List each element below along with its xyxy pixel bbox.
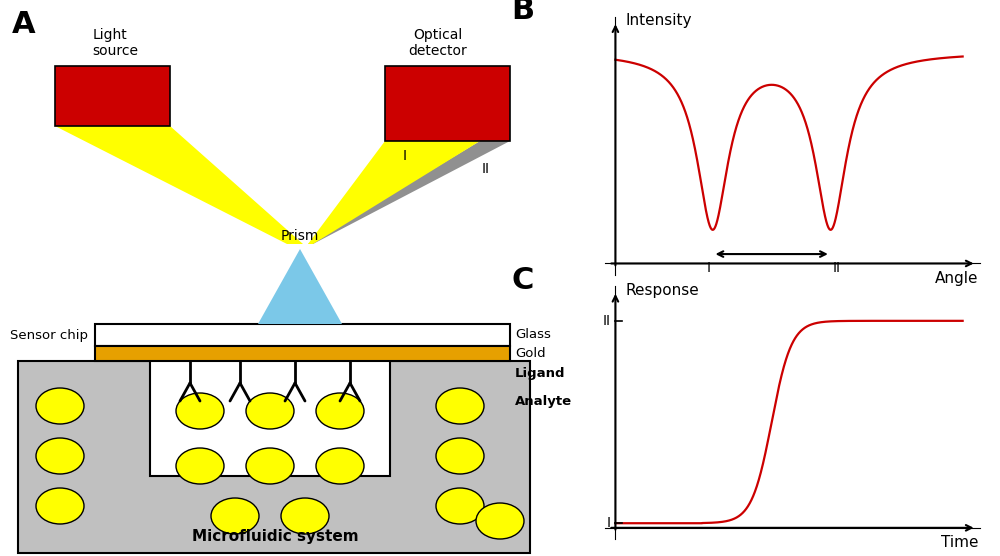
Text: Optical
detector: Optical detector xyxy=(408,28,467,58)
Text: Analyte: Analyte xyxy=(515,395,572,408)
Ellipse shape xyxy=(436,488,484,524)
Ellipse shape xyxy=(211,498,259,534)
Polygon shape xyxy=(18,361,530,553)
Polygon shape xyxy=(385,66,510,141)
Ellipse shape xyxy=(36,388,84,424)
Polygon shape xyxy=(55,126,303,244)
Text: I: I xyxy=(606,516,610,530)
Ellipse shape xyxy=(176,393,224,429)
Ellipse shape xyxy=(36,438,84,474)
Text: Glass: Glass xyxy=(515,329,551,341)
Text: II: II xyxy=(602,314,610,328)
Text: A: A xyxy=(12,10,36,39)
Text: Microfluidic system: Microfluidic system xyxy=(192,529,358,544)
Text: Prism: Prism xyxy=(281,229,319,243)
Text: Light
source: Light source xyxy=(92,28,138,58)
Ellipse shape xyxy=(316,393,364,429)
Text: Sensor chip: Sensor chip xyxy=(10,329,88,341)
Ellipse shape xyxy=(316,448,364,484)
Text: Intensity: Intensity xyxy=(626,13,692,28)
Text: C: C xyxy=(511,266,534,295)
Text: I: I xyxy=(707,261,711,275)
Text: I: I xyxy=(403,149,407,163)
Text: Time: Time xyxy=(941,535,978,550)
Bar xyxy=(95,324,510,346)
Bar xyxy=(95,346,510,361)
Ellipse shape xyxy=(436,388,484,424)
Ellipse shape xyxy=(476,503,524,539)
Polygon shape xyxy=(308,141,510,244)
Text: Response: Response xyxy=(626,283,700,298)
Text: Angle: Angle xyxy=(935,271,978,286)
Text: B: B xyxy=(511,0,534,25)
Ellipse shape xyxy=(176,448,224,484)
Ellipse shape xyxy=(246,448,294,484)
Text: II: II xyxy=(832,261,840,275)
Text: Ligand: Ligand xyxy=(515,368,566,380)
Polygon shape xyxy=(55,66,170,126)
Polygon shape xyxy=(308,141,480,244)
Polygon shape xyxy=(258,249,342,324)
Text: Gold: Gold xyxy=(515,347,546,360)
Ellipse shape xyxy=(246,393,294,429)
Ellipse shape xyxy=(281,498,329,534)
Text: II: II xyxy=(482,162,490,176)
Ellipse shape xyxy=(36,488,84,524)
Ellipse shape xyxy=(436,438,484,474)
